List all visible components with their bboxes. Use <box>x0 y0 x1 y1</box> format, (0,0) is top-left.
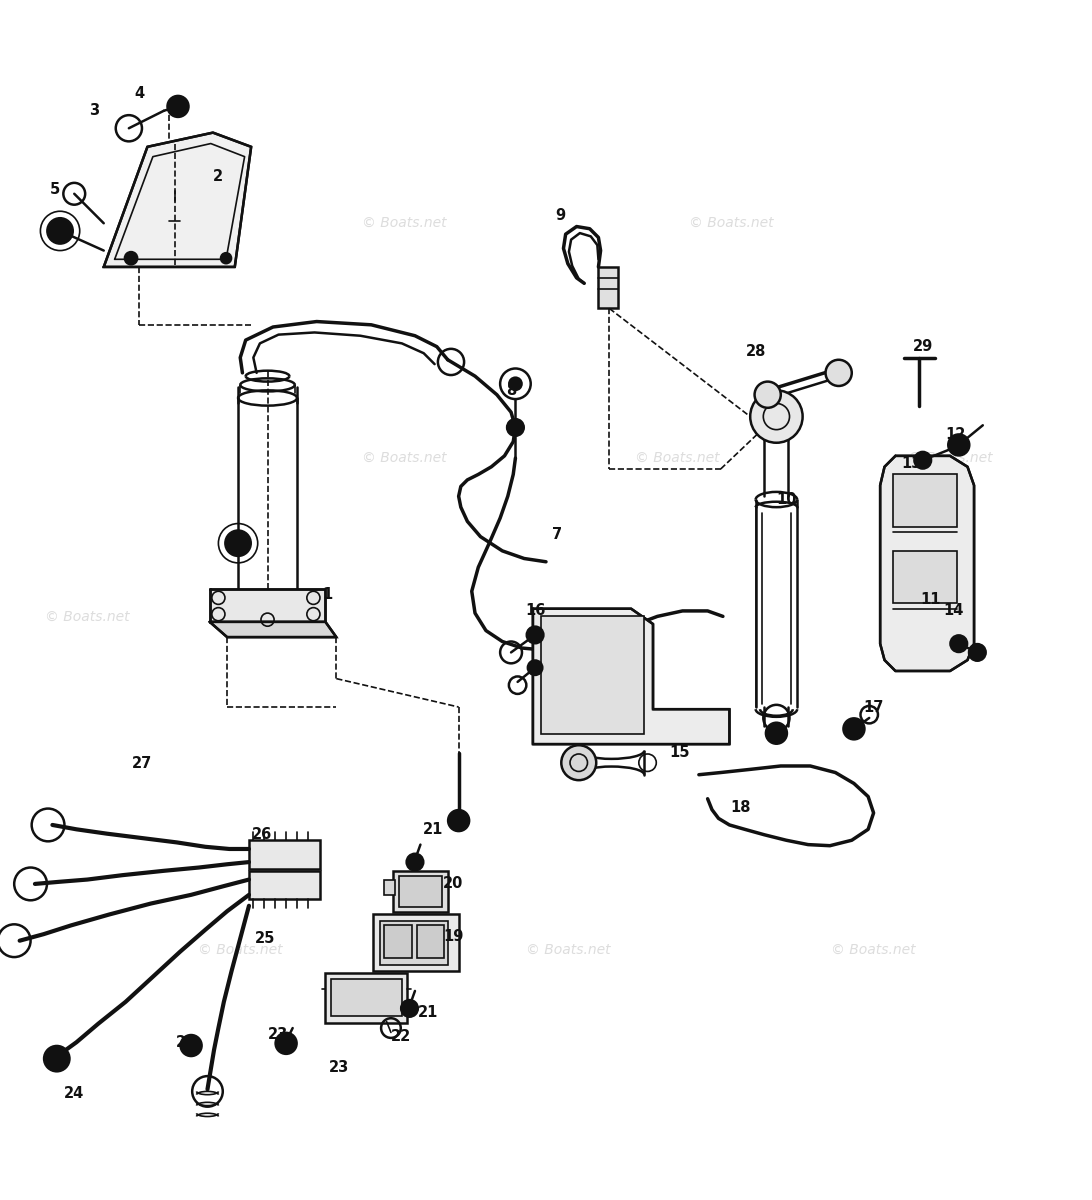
Circle shape <box>507 419 524 437</box>
Circle shape <box>826 360 852 386</box>
Text: 24: 24 <box>64 1086 84 1102</box>
Circle shape <box>914 451 931 469</box>
Circle shape <box>275 1032 297 1055</box>
Bar <box>893 551 957 604</box>
Text: 24: 24 <box>176 1034 195 1050</box>
Text: 25: 25 <box>256 931 275 946</box>
Text: 21: 21 <box>418 1006 438 1020</box>
Bar <box>384 880 395 895</box>
Text: 23: 23 <box>269 1027 288 1042</box>
Text: 8: 8 <box>506 383 517 398</box>
Bar <box>598 266 618 308</box>
Circle shape <box>969 643 986 661</box>
Circle shape <box>44 1045 70 1072</box>
Text: 16: 16 <box>525 604 545 618</box>
Circle shape <box>225 530 251 557</box>
Bar <box>384 925 412 958</box>
Bar <box>325 973 407 1022</box>
Circle shape <box>526 626 544 643</box>
Circle shape <box>750 390 803 443</box>
Text: © Boats.net: © Boats.net <box>525 942 610 956</box>
Text: 7: 7 <box>551 527 562 542</box>
Text: 14: 14 <box>943 604 963 618</box>
Text: © Boats.net: © Boats.net <box>634 451 720 466</box>
Circle shape <box>167 96 189 118</box>
Text: © Boats.net: © Boats.net <box>198 942 283 956</box>
Bar <box>380 922 448 965</box>
Text: 10: 10 <box>776 492 796 508</box>
Polygon shape <box>210 622 336 637</box>
Bar <box>249 871 320 899</box>
Text: 4: 4 <box>134 86 145 101</box>
Text: 18: 18 <box>731 800 750 815</box>
Circle shape <box>527 660 543 676</box>
Text: 1: 1 <box>322 587 333 602</box>
Circle shape <box>448 810 470 832</box>
Polygon shape <box>104 133 251 266</box>
Text: 13: 13 <box>902 456 922 470</box>
Bar <box>393 871 448 912</box>
Circle shape <box>401 1000 418 1018</box>
Text: © Boats.net: © Boats.net <box>831 942 916 956</box>
Circle shape <box>561 745 596 780</box>
Circle shape <box>950 635 968 653</box>
Text: © Boats.net: © Boats.net <box>45 610 130 623</box>
Text: 26: 26 <box>252 827 272 842</box>
Text: 28: 28 <box>746 343 765 359</box>
Text: 27: 27 <box>132 756 152 772</box>
Text: 12: 12 <box>946 426 965 442</box>
Circle shape <box>948 434 970 456</box>
Bar <box>541 617 644 734</box>
Circle shape <box>755 382 781 408</box>
Text: 21: 21 <box>424 822 443 836</box>
Text: 15: 15 <box>669 745 689 761</box>
Text: 9: 9 <box>555 208 566 223</box>
Bar <box>249 840 320 869</box>
Text: © Boats.net: © Boats.net <box>907 451 993 466</box>
Text: © Boats.net: © Boats.net <box>689 216 774 230</box>
Circle shape <box>221 253 232 264</box>
Text: 23: 23 <box>329 1060 348 1075</box>
Polygon shape <box>880 456 974 671</box>
Circle shape <box>406 853 424 871</box>
Circle shape <box>124 252 138 265</box>
Text: 11: 11 <box>921 593 940 607</box>
Text: 5: 5 <box>49 182 60 197</box>
Text: 22: 22 <box>391 1030 411 1044</box>
Text: 17: 17 <box>864 700 883 714</box>
Bar <box>373 914 459 971</box>
Circle shape <box>509 377 522 390</box>
Text: 19: 19 <box>443 929 463 944</box>
Text: 20: 20 <box>443 876 463 892</box>
Text: 3: 3 <box>88 103 99 119</box>
Text: © Boats.net: © Boats.net <box>361 451 447 466</box>
Text: 29: 29 <box>913 340 933 354</box>
Text: © Boats.net: © Boats.net <box>361 216 447 230</box>
Circle shape <box>843 718 865 739</box>
Polygon shape <box>533 608 729 744</box>
Bar <box>417 925 444 958</box>
Text: 6: 6 <box>51 223 62 239</box>
Circle shape <box>765 722 787 744</box>
Circle shape <box>180 1034 202 1056</box>
Circle shape <box>47 217 73 244</box>
Bar <box>893 474 957 527</box>
Polygon shape <box>210 589 325 622</box>
Text: 2: 2 <box>213 169 224 184</box>
Bar <box>399 876 442 907</box>
Bar <box>331 979 402 1016</box>
